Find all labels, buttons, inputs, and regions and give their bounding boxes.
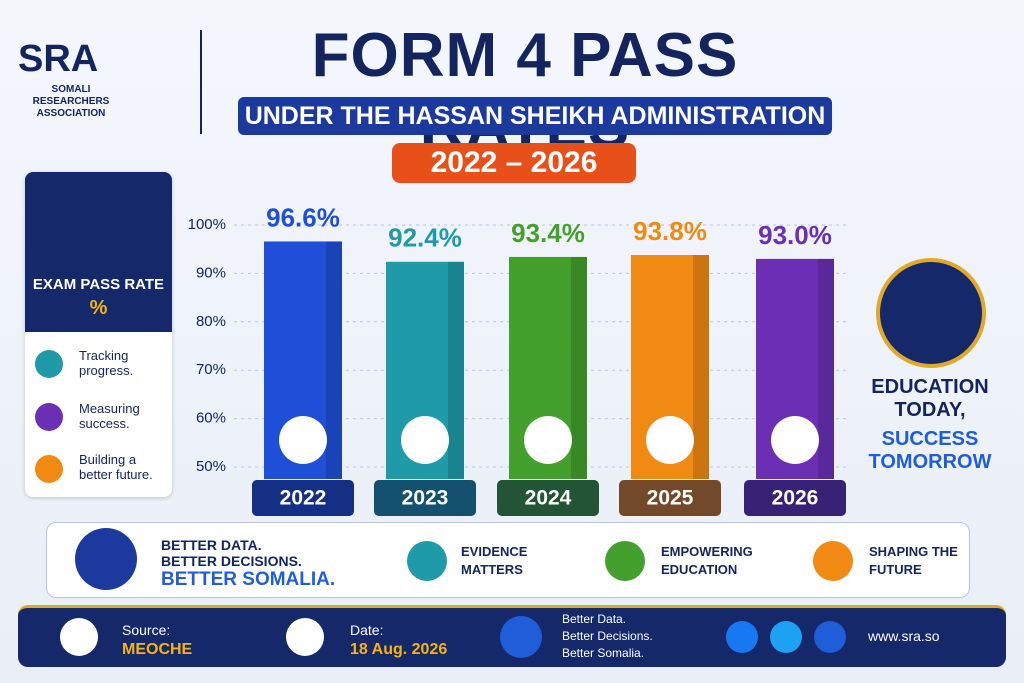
bar-shade	[326, 241, 342, 479]
year-plate-shade	[497, 480, 599, 516]
tagline: Better Decisions.	[562, 629, 653, 643]
year-plate-shade	[619, 480, 721, 516]
bar-icon	[771, 416, 819, 464]
source-label: Source:	[122, 622, 171, 638]
y-tick-label: 100%	[188, 216, 226, 233]
x-tick-label: 2025	[647, 487, 694, 510]
strip-item: EMPOWERING EDUCATION	[661, 544, 753, 577]
slogan: EDUCATION TODAY,	[871, 376, 989, 421]
y-tick-label: 50%	[196, 458, 226, 475]
icon	[813, 541, 853, 581]
star-icon	[75, 528, 137, 590]
year-plate-shade	[744, 480, 846, 516]
icon	[35, 403, 63, 431]
icon	[407, 541, 447, 581]
social-icon[interactable]	[770, 621, 802, 653]
panel-title: EXAM PASS RATE	[32, 276, 165, 293]
logo: SRA	[18, 38, 99, 80]
year-plate-shade	[252, 480, 354, 516]
divider	[200, 30, 202, 134]
slogan: SUCCESS TOMORROW	[868, 428, 992, 473]
title: FORM 4 PASS RATES	[311, 21, 739, 161]
social-icon[interactable]	[726, 621, 758, 653]
org-name: SOMALI RESEARCHERS ASSOCIATION	[32, 84, 110, 119]
period: 2022 – 2026	[392, 143, 636, 183]
panel-item: Tracking progress.	[79, 348, 134, 378]
motto: BETTER DATA.	[161, 537, 262, 553]
bar-shade	[818, 258, 834, 479]
website[interactable]: www.sra.so	[868, 628, 940, 644]
y-tick-label: 90%	[196, 264, 226, 281]
strip: BETTER DATA. BETTER DECISIONS. BETTER SO…	[46, 522, 970, 598]
trophy-badge	[876, 258, 986, 368]
icon	[35, 455, 63, 483]
footer: Source: MEOCHE Date: 18 Aug. 2026 Better…	[18, 605, 1006, 667]
panel-header	[25, 172, 172, 332]
value-label: 93.0%	[758, 220, 832, 250]
icon	[35, 350, 63, 378]
panel-unit: %	[89, 297, 108, 319]
subtitle: UNDER THE HASSAN SHEIKH ADMINISTRATION	[238, 97, 832, 135]
bar-icon	[279, 416, 327, 464]
icon	[60, 618, 98, 656]
icon	[500, 616, 542, 658]
y-tick-label: 80%	[196, 313, 226, 330]
social-icon[interactable]	[814, 621, 846, 653]
bar-icon	[401, 416, 449, 464]
bar-shade	[571, 256, 587, 479]
value-label: 92.4%	[388, 223, 462, 253]
value-label: 93.8%	[633, 216, 707, 246]
date-label: Date:	[350, 622, 384, 638]
source: MEOCHE	[122, 641, 193, 658]
value-label: 93.4%	[511, 218, 585, 248]
motto: BETTER DECISIONS.	[161, 553, 302, 569]
x-tick-label: 2026	[772, 487, 819, 510]
side-panel: EXAM PASS RATE % Tracking progress. Meas…	[25, 172, 172, 497]
icon	[286, 618, 324, 656]
y-tick-label: 60%	[196, 410, 226, 427]
x-tick-label: 2023	[402, 487, 449, 510]
bar-icon	[646, 416, 694, 464]
tagline: Better Somalia.	[562, 646, 645, 660]
bar-shade	[448, 261, 464, 479]
year-plate-shade	[374, 480, 476, 516]
strip-item: EVIDENCE MATTERS	[461, 544, 528, 577]
motto: BETTER SOMALIA.	[161, 569, 336, 590]
bar-icon	[524, 416, 572, 464]
strip-item: SHAPING THE FUTURE	[869, 544, 958, 577]
x-tick-label: 2024	[525, 487, 572, 510]
tagline: Better Data.	[562, 612, 627, 626]
date: 18 Aug. 2026	[350, 641, 448, 658]
x-tick-label: 2022	[280, 487, 327, 510]
panel-item: Building a better future.	[79, 452, 153, 482]
panel-item: Measuring success.	[79, 401, 140, 431]
bar-shade	[693, 255, 709, 479]
icon	[605, 541, 645, 581]
value-label: 96.6%	[266, 202, 340, 232]
y-tick-label: 70%	[196, 361, 226, 378]
